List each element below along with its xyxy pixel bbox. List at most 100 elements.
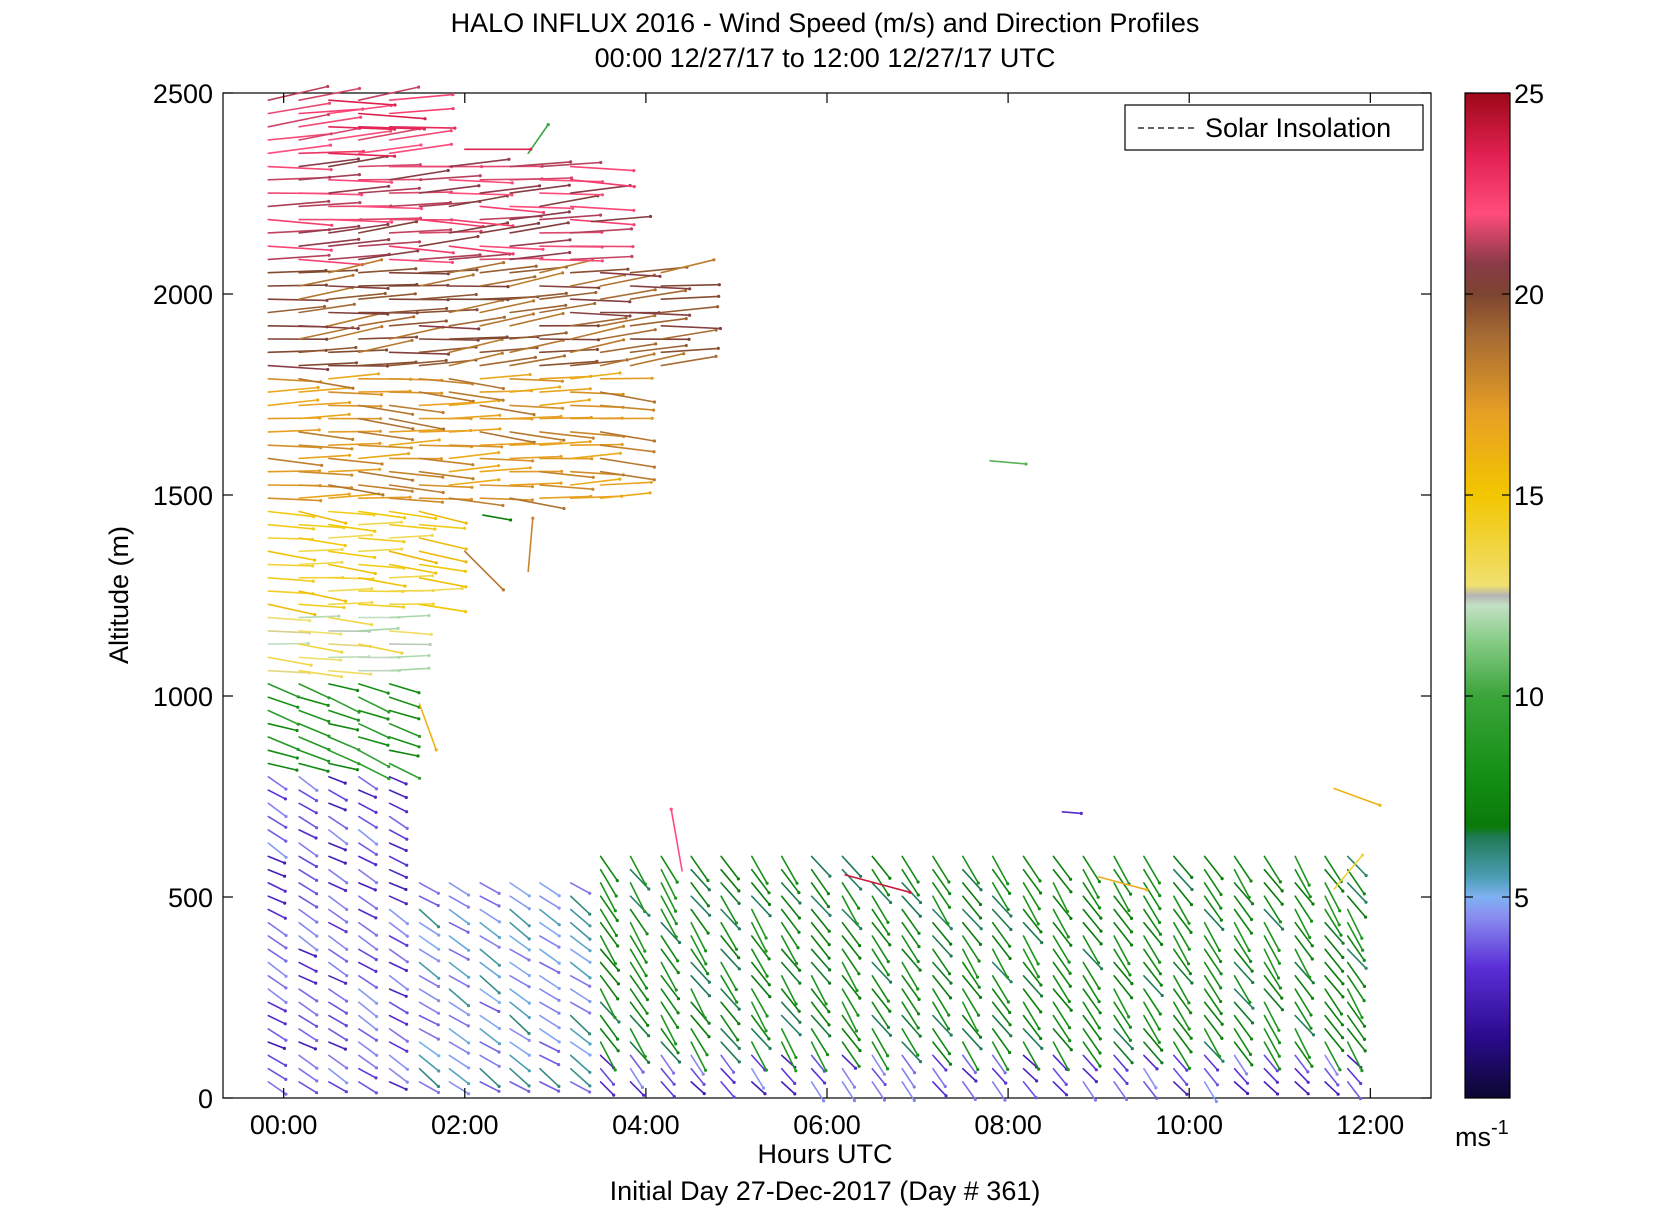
wind-barb-tip xyxy=(387,238,391,242)
wind-barb-tip xyxy=(916,987,920,991)
wind-barb xyxy=(1082,1028,1101,1054)
wind-barb-tip xyxy=(944,1094,948,1098)
wind-barb xyxy=(448,195,509,208)
wind-barb xyxy=(357,128,421,141)
wind-barb xyxy=(1346,882,1367,904)
wind-barb-tip xyxy=(1337,923,1341,927)
wind-barb-tip xyxy=(1251,1006,1255,1010)
wind-barb xyxy=(357,948,378,961)
wind-barb xyxy=(901,1028,919,1056)
wind-barb xyxy=(267,948,287,962)
wind-barb xyxy=(418,269,478,274)
wind-barb xyxy=(388,1041,408,1052)
wind-barb xyxy=(1113,1054,1128,1071)
wind-barb xyxy=(932,868,951,895)
wind-barb xyxy=(750,921,767,952)
wind-barb xyxy=(388,815,409,830)
wind-barb-tip xyxy=(1008,1023,1012,1027)
wind-barb-tip xyxy=(376,372,381,376)
wind-barb xyxy=(720,1067,735,1084)
wind-barb-tip xyxy=(466,1024,470,1028)
wind-barb xyxy=(267,829,287,842)
wind-barb-tip xyxy=(464,585,468,589)
wind-barb xyxy=(1052,1067,1067,1086)
wind-barb xyxy=(1113,1001,1132,1028)
wind-barb-tip xyxy=(463,526,467,531)
wind-barb xyxy=(690,935,707,965)
wind-barb xyxy=(267,1028,287,1041)
wind-barb xyxy=(599,444,655,453)
wind-barb xyxy=(328,775,347,784)
wind-barb xyxy=(660,935,679,962)
wind-barb-tip xyxy=(378,429,382,433)
wind-barb xyxy=(1022,1001,1040,1030)
wind-barb xyxy=(267,386,319,393)
wind-barb xyxy=(388,417,445,430)
wind-barb-tip xyxy=(704,962,708,966)
wind-barb-tip xyxy=(643,1055,647,1059)
wind-barb xyxy=(1324,1081,1339,1095)
wind-barb-tip xyxy=(405,1022,409,1026)
wind-barb xyxy=(841,974,861,999)
wind-barb xyxy=(448,895,470,908)
wind-barb xyxy=(267,1001,287,1012)
wind-barb xyxy=(660,1067,675,1085)
wind-barb xyxy=(357,444,413,449)
wind-barb xyxy=(388,497,444,504)
wind-barb-tip xyxy=(677,1060,682,1064)
wind-barb-tip xyxy=(497,1042,501,1046)
wind-barb-tip xyxy=(464,560,468,564)
wind-barb xyxy=(1143,895,1161,924)
wind-barb xyxy=(1203,908,1224,931)
wind-barb-tip xyxy=(530,485,535,489)
wind-barb-tip xyxy=(467,1082,471,1086)
wind-barb-tip xyxy=(350,447,354,451)
wind-barb-tip xyxy=(284,1000,288,1005)
wind-barb xyxy=(1294,895,1313,922)
wind-barb xyxy=(479,466,532,473)
wind-barb-tip xyxy=(385,348,389,352)
wind-barb-tip xyxy=(418,776,422,780)
wind-barb xyxy=(267,1067,287,1081)
wind-barb xyxy=(357,1081,378,1094)
wind-barb xyxy=(720,1054,735,1074)
wind-barb xyxy=(1203,921,1221,952)
wind-barb xyxy=(298,749,330,763)
wind-barb xyxy=(629,1067,644,1089)
wind-barb xyxy=(1143,868,1161,897)
wind-barb xyxy=(388,510,437,520)
wind-barb-tip xyxy=(561,271,565,275)
wind-barb xyxy=(357,452,410,460)
wind-barb xyxy=(298,802,318,814)
wind-barb-tip xyxy=(588,440,592,444)
wind-barb xyxy=(1082,908,1102,932)
wind-barb-tip xyxy=(912,1085,916,1089)
wind-barb xyxy=(1113,961,1133,985)
wind-barb xyxy=(267,842,287,859)
wind-barb-tip xyxy=(441,410,445,415)
wind-barb-tip xyxy=(826,892,831,896)
wind-barb-tip xyxy=(712,258,716,262)
wind-barb xyxy=(1263,935,1281,965)
wind-barb-tip xyxy=(500,445,504,449)
wind-barb-tip xyxy=(476,234,480,239)
wind-barb xyxy=(961,1014,982,1038)
wind-barb-tip xyxy=(1009,980,1013,984)
wind-barb xyxy=(357,576,406,587)
wind-barb-tip xyxy=(1247,895,1251,900)
wind-barb xyxy=(267,102,331,115)
wind-barb xyxy=(388,868,408,879)
wind-barb-tip xyxy=(342,605,346,610)
wind-barb-tip xyxy=(559,414,563,419)
wind-barb-tip xyxy=(436,925,441,929)
wind-barb xyxy=(1233,921,1250,952)
wind-barb-tip xyxy=(1362,999,1366,1003)
wind-barb-tip xyxy=(654,342,658,346)
wind-barb xyxy=(1233,1014,1253,1040)
colorbar-tick-label: 15 xyxy=(1514,481,1544,511)
wind-barb xyxy=(629,352,685,367)
wind-barb-tip xyxy=(913,1071,917,1075)
wind-barb-tip xyxy=(1125,1081,1129,1086)
wind-barb-tip xyxy=(439,457,443,461)
wind-barb xyxy=(1052,921,1072,947)
